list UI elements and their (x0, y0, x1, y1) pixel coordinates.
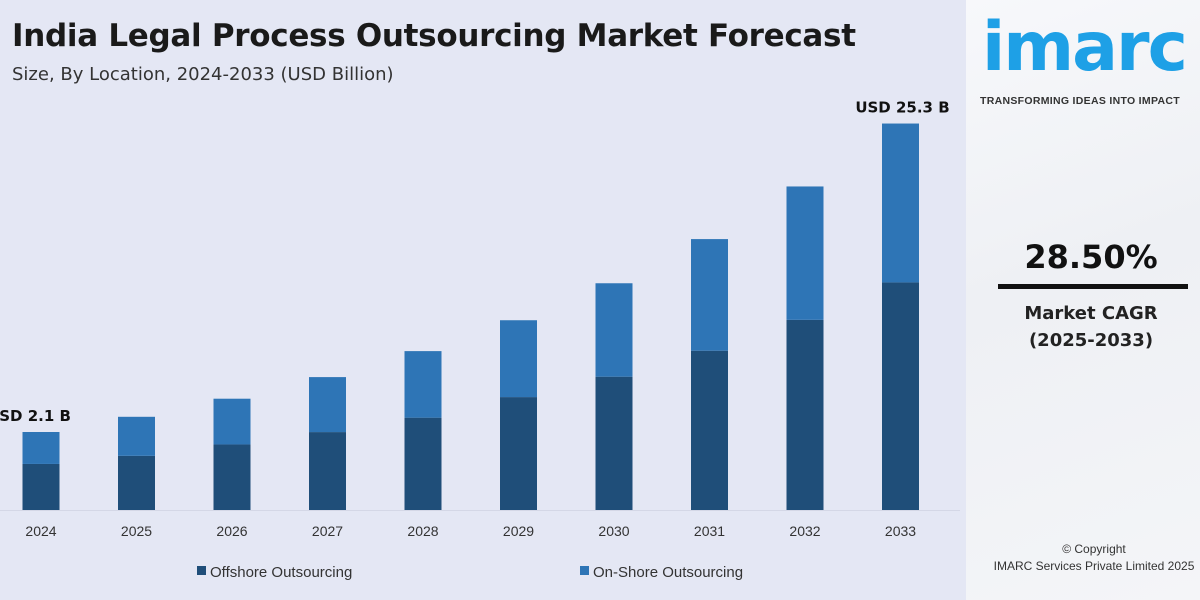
x-tick-label: 2031 (694, 523, 725, 539)
cagr-label: Market CAGR (2025-2033) (966, 300, 1200, 354)
bar-2032-offshore (786, 319, 824, 510)
x-tick-label: 2024 (25, 523, 56, 539)
stacked-bar-chart: 2024 USD 2.1 B 2025 2026 2027 2028 2029 2030 203… (0, 99, 960, 581)
bar-2026-offshore (213, 444, 251, 510)
bar-2028-onshore (404, 351, 442, 418)
bar-2033-onshore (882, 123, 919, 283)
chart-title: India Legal Process Outsourcing Market F… (12, 18, 856, 54)
x-tick-label: 2029 (503, 523, 534, 539)
legend-swatch (197, 566, 206, 575)
bar-2029-offshore (500, 397, 537, 510)
cagr-label-text: Market CAGR (1024, 303, 1158, 324)
x-tick-label: 2028 (407, 523, 438, 539)
bar-2027-onshore (309, 377, 346, 433)
cagr-value: 28.50% (1024, 238, 1158, 276)
bar-2030-onshore (595, 283, 633, 377)
x-tick-label: 2030 (598, 523, 629, 539)
bar-2028-offshore (404, 417, 442, 510)
bar-2029-onshore (500, 320, 537, 398)
logo-tagline: TRANSFORMING IDEAS INTO IMPACT (980, 95, 1180, 107)
x-tick-label: 2033 (885, 523, 916, 539)
bar-2025-onshore (118, 416, 155, 456)
bar-2026-onshore (213, 398, 251, 445)
copyright-line1: © Copyright (1062, 542, 1126, 556)
bar-2031-onshore (691, 239, 728, 351)
legend-swatch (580, 566, 589, 575)
bar-2024-onshore (22, 432, 60, 464)
copyright-line2: IMARC Services Private Limited 2025 (993, 559, 1195, 573)
x-tick-label: 2032 (789, 523, 820, 539)
bar-2027-offshore (309, 432, 346, 510)
legend-label: On-Shore Outsourcing (593, 564, 743, 581)
x-tick-label: 2026 (216, 523, 247, 539)
data-label: USD 25.3 B (855, 99, 949, 117)
bar-2025-offshore (118, 455, 155, 510)
imarc-logo: imarc (982, 8, 1188, 87)
cagr-period: (2025-2033) (1028, 330, 1154, 351)
x-tick-label: 2025 (121, 523, 152, 539)
bar-2031-offshore (691, 350, 728, 510)
chart-subtitle: Size, By Location, 2024-2033 (USD Billio… (12, 64, 394, 85)
info-panel: imarc TRANSFORMING IDEAS INTO IMPACT 28.… (966, 0, 1200, 600)
bar-2024-offshore (22, 463, 60, 510)
bar-2032-onshore (786, 186, 824, 320)
legend-label: Offshore Outsourcing (210, 564, 352, 581)
bar-2030-offshore (595, 376, 633, 510)
bar-2033-offshore (882, 282, 919, 510)
copyright: © Copyright IMARC Services Private Limit… (966, 541, 1200, 575)
x-tick-label: 2027 (312, 523, 343, 539)
divider (998, 284, 1188, 289)
data-label: USD 2.1 B (0, 407, 71, 425)
